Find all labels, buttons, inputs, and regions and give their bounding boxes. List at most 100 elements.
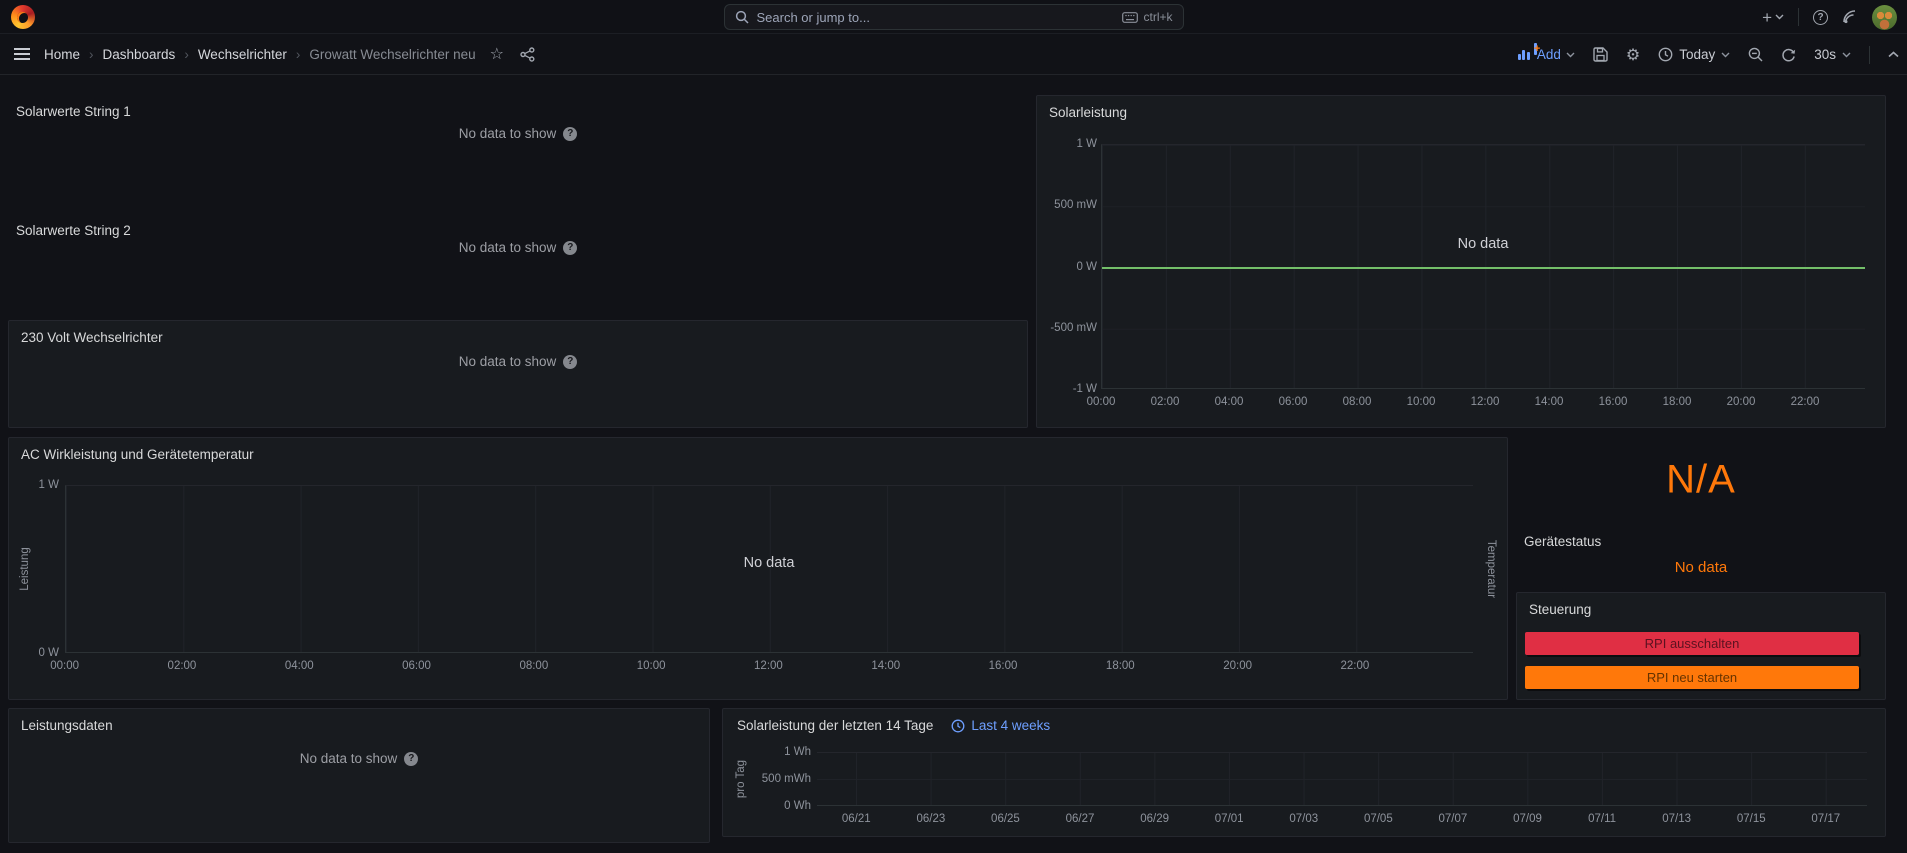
breadcrumb-item[interactable]: Growatt Wechselrichter neu <box>287 47 476 62</box>
axis-tick-label: 07/13 <box>1639 813 1714 825</box>
user-avatar[interactable] <box>1872 5 1897 30</box>
save-dashboard-icon[interactable] <box>1593 47 1608 62</box>
no-data-text: No data to show <box>459 240 557 255</box>
axis-tick-label: 18:00 <box>1062 660 1179 672</box>
rpi-shutdown-button[interactable]: RPI ausschalten <box>1525 632 1859 655</box>
time-range-label: Today <box>1679 47 1715 62</box>
axis-tick-label: 16:00 <box>1581 396 1645 408</box>
axis-tick-label: 20:00 <box>1709 396 1773 408</box>
axis-tick-label: 16:00 <box>944 660 1061 672</box>
panel-title[interactable]: AC Wirkleistung und Gerätetemperatur <box>9 438 1507 462</box>
panel-title[interactable]: Solarwerte String 1 <box>8 95 1028 119</box>
axis-tick-label: 06/23 <box>894 813 969 825</box>
axis-tick-label: -500 mW <box>1041 318 1097 338</box>
favorite-star-icon[interactable]: ☆ <box>490 44 504 64</box>
top-nav-actions: + ? <box>1762 0 1897 34</box>
chevron-down-icon <box>1842 52 1851 58</box>
dashboard-toolbar: HomeDashboardsWechselrichterGrowatt Wech… <box>0 34 1907 75</box>
breadcrumb-item[interactable]: Home <box>44 47 80 62</box>
axis-tick-label: 20:00 <box>1179 660 1296 672</box>
axis-tick-label: 07/03 <box>1266 813 1341 825</box>
no-data-text: No data to show <box>300 751 398 766</box>
panel-230-volt-wechselrichter[interactable]: 230 Volt Wechselrichter No data to show … <box>8 320 1028 428</box>
axis-tick-label: 02:00 <box>123 660 240 672</box>
rpi-restart-button[interactable]: RPI neu starten <box>1525 666 1859 689</box>
axis-tick-label: 02:00 <box>1133 396 1197 408</box>
breadcrumb-item[interactable]: Dashboards <box>80 47 175 62</box>
help-question-icon[interactable]: ? <box>563 127 577 141</box>
y-axis-ticks: 1 W0 W <box>17 475 59 663</box>
no-data-message: No data to show ? <box>9 354 1027 369</box>
chart-plot-area[interactable] <box>1101 144 1865 389</box>
dashboard-settings-icon[interactable]: ⚙ <box>1626 45 1640 65</box>
panel-leistungsdaten[interactable]: Leistungsdaten No data to show ? <box>8 708 710 843</box>
axis-tick-label: 22:00 <box>1296 660 1413 672</box>
grafana-logo-icon[interactable] <box>11 5 35 29</box>
panel-title[interactable]: Solarleistung der letzten 14 Tage <box>737 718 933 733</box>
axis-tick-label: 14:00 <box>1517 396 1581 408</box>
status-no-data-text: No data <box>1516 559 1886 576</box>
axis-tick-label: 1 Wh <box>749 742 811 762</box>
panel-title[interactable]: Steuerung <box>1517 593 1885 617</box>
divider <box>1869 46 1870 64</box>
panel-title[interactable]: Leistungsdaten <box>9 709 709 733</box>
axis-tick-label: 06:00 <box>1261 396 1325 408</box>
help-question-icon[interactable]: ? <box>404 752 418 766</box>
help-question-icon[interactable]: ? <box>563 355 577 369</box>
panel-ac-wirkleistung[interactable]: AC Wirkleistung und Gerätetemperatur Lei… <box>8 437 1508 700</box>
panel-stat[interactable]: N/A <box>1516 437 1886 522</box>
axis-tick-label: 1 W <box>1041 134 1097 154</box>
x-axis-ticks: 00:0002:0004:0006:0008:0010:0012:0014:00… <box>6 660 1414 672</box>
help-question-icon[interactable]: ? <box>563 241 577 255</box>
refresh-interval-label: 30s <box>1814 47 1836 62</box>
divider <box>1798 8 1799 26</box>
axis-tick-label: 07/11 <box>1565 813 1640 825</box>
breadcrumb: HomeDashboardsWechselrichterGrowatt Wech… <box>44 47 476 62</box>
share-icon[interactable] <box>520 47 535 62</box>
axis-tick-label: 07/01 <box>1192 813 1267 825</box>
time-range-picker[interactable]: Today <box>1658 47 1730 62</box>
axis-tick-label: 06:00 <box>358 660 475 672</box>
panel-geraetestatus[interactable]: Gerätestatus No data <box>1516 525 1886 587</box>
chart-no-data-text: No data <box>1458 236 1509 252</box>
plus-icon: + <box>1762 9 1772 26</box>
axis-tick-label: 12:00 <box>1453 396 1517 408</box>
grafana-dashboard: Search or jump to... ctrl+k + ? HomeDas <box>0 0 1907 853</box>
panel-title[interactable]: 230 Volt Wechselrichter <box>9 321 1027 345</box>
collapse-toolbar-icon[interactable] <box>1888 51 1899 58</box>
zoom-out-icon[interactable] <box>1748 47 1763 62</box>
breadcrumb-item[interactable]: Wechselrichter <box>175 47 287 62</box>
add-panel-icon: + <box>1518 50 1530 60</box>
axis-tick-label: 04:00 <box>1197 396 1261 408</box>
panel-solarleistung[interactable]: Solarleistung 1 W500 mW0 W-500 mW-1 W No… <box>1036 95 1886 428</box>
new-menu-button[interactable]: + <box>1762 9 1784 26</box>
search-placeholder: Search or jump to... <box>757 10 1115 25</box>
axis-tick-label: 00:00 <box>6 660 123 672</box>
panel-solarwerte-string-2[interactable]: Solarwerte String 2 No data to show ? <box>8 214 1028 313</box>
no-data-text: No data to show <box>459 126 557 141</box>
panel-steuerung[interactable]: Steuerung RPI ausschalten RPI neu starte… <box>1516 592 1886 700</box>
panel-title[interactable]: Solarleistung <box>1037 96 1885 120</box>
x-axis-ticks: 06/2106/2306/2506/2706/2907/0107/0307/05… <box>819 813 1863 825</box>
menu-toggle-icon[interactable] <box>14 53 30 55</box>
search-input[interactable]: Search or jump to... ctrl+k <box>724 4 1184 30</box>
chart-plot-area[interactable] <box>817 752 1867 806</box>
no-data-message: No data to show ? <box>8 126 1028 141</box>
no-data-text: No data to show <box>459 354 557 369</box>
panel-solarwerte-string-1[interactable]: Solarwerte String 1 No data to show ? <box>8 95 1028 207</box>
axis-tick-label: 08:00 <box>1325 396 1389 408</box>
axis-tick-label: 06/25 <box>968 813 1043 825</box>
axis-tick-label: 07/15 <box>1714 813 1789 825</box>
axis-tick-label: 07/07 <box>1416 813 1491 825</box>
refresh-icon[interactable] <box>1781 47 1796 62</box>
panel-title[interactable]: Gerätestatus <box>1516 525 1886 549</box>
panel-solarleistung-14-tage[interactable]: Solarleistung der letzten 14 Tage Last 4… <box>722 708 1886 837</box>
time-range-link[interactable]: Last 4 weeks <box>951 718 1050 733</box>
refresh-interval-picker[interactable]: 30s <box>1814 47 1851 62</box>
add-panel-button[interactable]: + Add <box>1518 47 1575 62</box>
axis-tick-label: 07/17 <box>1789 813 1864 825</box>
axis-tick-label: 00:00 <box>1069 396 1133 408</box>
news-rss-icon[interactable] <box>1842 9 1858 25</box>
help-icon[interactable]: ? <box>1813 10 1828 25</box>
panel-title[interactable]: Solarwerte String 2 <box>8 214 1028 238</box>
